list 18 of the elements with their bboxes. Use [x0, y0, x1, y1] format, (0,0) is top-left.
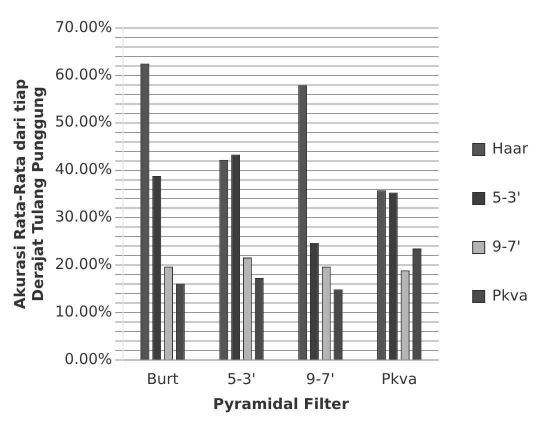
x-axis-title: Pyramidal Filter: [213, 394, 350, 413]
x-tick-label: 5-3': [227, 370, 256, 388]
y-axis-title: Akurasi Rata-Rata dari tiap Derajat Tulang Punggung: [10, 78, 47, 310]
x-tick-label: Burt: [146, 370, 179, 388]
y-tick-label: 60.00%: [54, 65, 112, 84]
y-tick-label: 20.00%: [54, 255, 112, 274]
y-tick-label: 0.00%: [64, 350, 112, 368]
y-tick-label: 50.00%: [54, 112, 112, 131]
x-tick-label: Pkva: [381, 370, 418, 388]
y-tick-label: 40.00%: [54, 160, 112, 178]
y-tick-label: 10.00%: [54, 302, 112, 320]
x-tick-label: 9-7': [306, 370, 335, 388]
legend-label: 5-3': [492, 188, 521, 206]
legend-label: 9-7': [492, 237, 521, 256]
legend-label: Pkva: [492, 286, 528, 304]
y-tick-label: 30.00%: [54, 208, 112, 226]
legend-label: Haar: [492, 139, 529, 158]
y-tick-label: 70.00%: [54, 18, 112, 36]
